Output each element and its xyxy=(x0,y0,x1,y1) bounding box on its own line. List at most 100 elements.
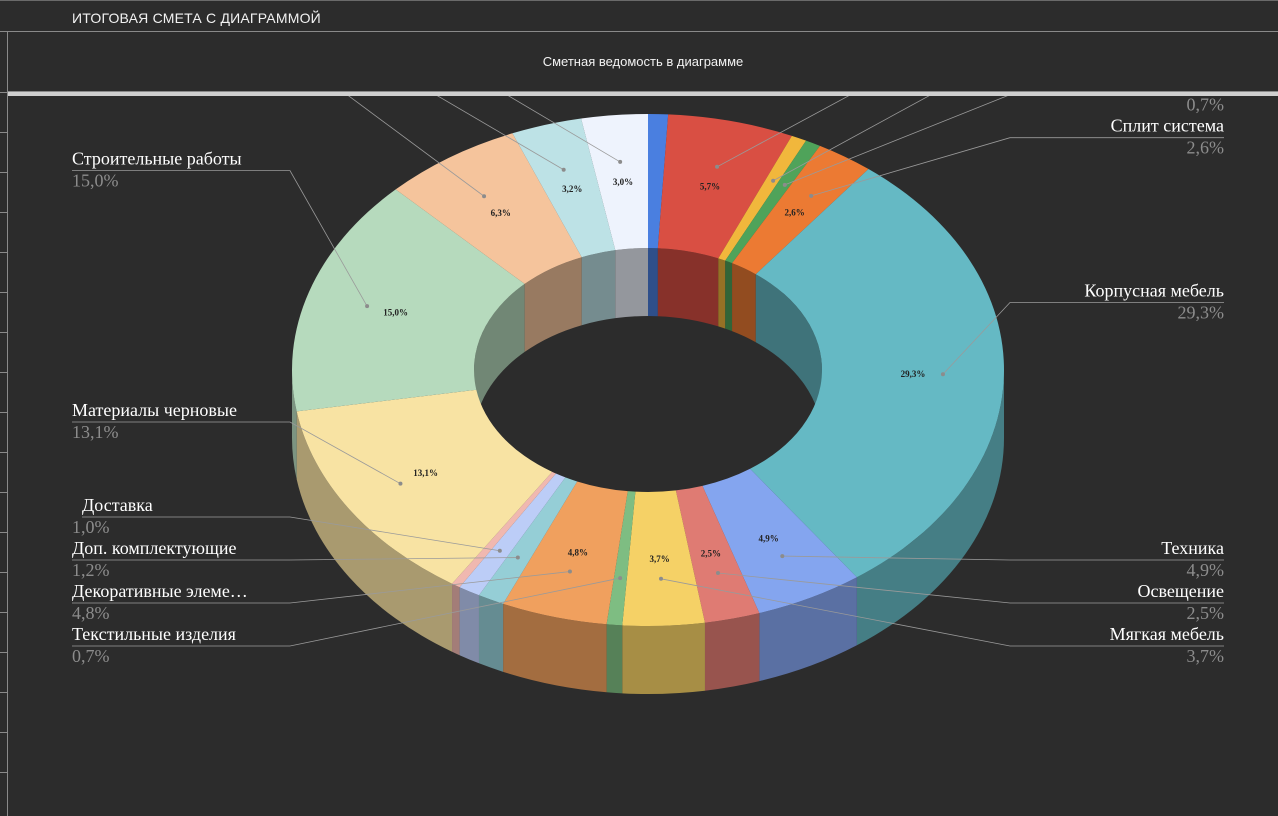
row-gutter xyxy=(0,32,8,816)
row-divider xyxy=(0,452,8,453)
slice[interactable] xyxy=(622,490,705,627)
leader-line xyxy=(72,577,621,647)
leader-dot xyxy=(618,159,623,164)
slice-side-wall xyxy=(478,595,504,672)
slice[interactable] xyxy=(606,491,636,626)
leader-line xyxy=(82,516,500,552)
slice-name-label: Сплит система xyxy=(1111,116,1224,136)
leader-dot xyxy=(482,194,487,199)
slice[interactable] xyxy=(725,140,820,264)
slice-percent-label: 15,0% xyxy=(72,171,119,191)
row-divider xyxy=(0,172,8,173)
slice-percent-label: 2,5% xyxy=(1187,603,1225,623)
leader-dot xyxy=(515,555,520,560)
leader-dot xyxy=(780,554,785,559)
slice-name-label: Декоративные элеме… xyxy=(72,581,248,601)
leader-line xyxy=(72,170,368,307)
slice-side-wall xyxy=(503,603,607,693)
row-divider xyxy=(0,652,8,653)
slice[interactable] xyxy=(292,189,525,412)
slice-name-label: Доп. комплектующие xyxy=(72,538,236,558)
chart-header-cell[interactable]: Сметная ведомость в диаграмме xyxy=(8,32,1278,92)
slice[interactable] xyxy=(459,473,566,596)
leader-dot xyxy=(567,569,572,574)
leader-dot xyxy=(782,182,787,187)
leader-line xyxy=(811,137,1224,197)
slice-name-label: Материалы черновые xyxy=(72,400,237,420)
slice-value-label: 2,6% xyxy=(784,208,804,218)
slice-inner-wall xyxy=(725,260,733,332)
slice-value-label: 6,3% xyxy=(491,208,511,218)
chart-top-slices xyxy=(292,114,1005,627)
slice-value-label: 13,1% xyxy=(413,468,438,478)
slice-side-wall xyxy=(704,613,760,691)
leader-dot xyxy=(497,548,502,553)
slice[interactable] xyxy=(732,145,869,275)
leader-line xyxy=(716,96,850,168)
slice-inner-wall xyxy=(648,248,658,317)
slice[interactable] xyxy=(675,485,760,623)
slice-percent-label: 4,8% xyxy=(72,603,110,623)
chart-side-walls xyxy=(292,370,1004,694)
donut-hole-base xyxy=(474,282,822,526)
slice-name-label: Строительные работы xyxy=(72,149,242,169)
slice-labels: Дизайн проект3,0%Авторский надзор3,2%Ком… xyxy=(72,96,1225,666)
slice-percent-label: 2,6% xyxy=(1187,138,1225,158)
leader-line xyxy=(942,302,1224,375)
leader-line xyxy=(72,557,518,561)
slice-inner-wall xyxy=(718,258,726,329)
slice-percent-label: 3,7% xyxy=(1187,646,1225,666)
slice-inner-wall xyxy=(581,250,616,326)
slice-value-label: 2,5% xyxy=(701,549,721,559)
slice-percent-label: 29,3% xyxy=(1178,303,1225,323)
slice-value-label: 3,7% xyxy=(650,554,670,564)
slice[interactable] xyxy=(395,133,582,284)
slice[interactable] xyxy=(503,481,628,625)
slice[interactable] xyxy=(512,118,616,258)
slice[interactable] xyxy=(581,114,648,251)
slice[interactable] xyxy=(296,389,553,584)
slice-inner-wall xyxy=(615,248,648,319)
slice-name-label: Корпусная мебель xyxy=(1084,281,1224,301)
slice[interactable] xyxy=(702,468,857,614)
chart-area[interactable]: 5,7% 2,6% 29,3% 4,9% 2,5% 3,7% 4,8% 13,1% 15,0% 6… xyxy=(0,96,1278,816)
slice-inner-wall xyxy=(474,283,525,438)
slice-name-label: Освещение xyxy=(1138,581,1224,601)
row-divider xyxy=(0,532,8,533)
slice-value-label: 4,9% xyxy=(759,533,779,543)
slice-name-label: Мягкая мебель xyxy=(1110,624,1224,644)
chart-header-title: Сметная ведомость в диаграмме xyxy=(542,54,744,69)
row-divider xyxy=(0,612,8,613)
leader-line xyxy=(784,96,1008,186)
slice-percent-label: 4,9% xyxy=(1187,560,1225,580)
slice-value-label: 29,3% xyxy=(901,369,926,379)
slice-percent-label: 0,7% xyxy=(1187,96,1225,115)
header-divider xyxy=(8,92,1278,96)
slice[interactable] xyxy=(648,114,669,249)
donut-chart[interactable]: 5,7% 2,6% 29,3% 4,9% 2,5% 3,7% 4,8% 13,1% 15,0% 6… xyxy=(0,96,1278,816)
slice[interactable] xyxy=(718,135,807,261)
leader-dot xyxy=(940,372,945,377)
slice[interactable] xyxy=(750,169,1005,578)
slice-inner-wall xyxy=(657,248,719,327)
slice-side-wall xyxy=(296,411,453,652)
slice[interactable] xyxy=(478,477,578,604)
sheet-title-bar: ИТОГОВАЯ СМЕТА С ДИАГРАММОЙ xyxy=(0,0,1278,32)
chart-inner-walls xyxy=(474,248,822,526)
slice-percent-label: 13,1% xyxy=(72,422,119,442)
slice-name-label: Текстильные изделия xyxy=(72,624,236,644)
leader-dot xyxy=(771,178,776,183)
row-divider xyxy=(0,572,8,573)
slice[interactable] xyxy=(657,114,792,259)
slice-value-label: 4,8% xyxy=(568,547,588,557)
leader-line xyxy=(72,421,401,485)
leader-line xyxy=(660,578,1224,647)
leader-dot xyxy=(809,193,814,198)
slice-name-label: Доставка xyxy=(82,495,153,515)
leader-line xyxy=(508,96,621,163)
slice-value-label: 3,0% xyxy=(613,177,633,187)
slice-percent-label: 1,2% xyxy=(72,560,110,580)
row-divider xyxy=(0,132,8,133)
row-divider xyxy=(0,732,8,733)
slice-value-label: 15,0% xyxy=(383,307,408,317)
